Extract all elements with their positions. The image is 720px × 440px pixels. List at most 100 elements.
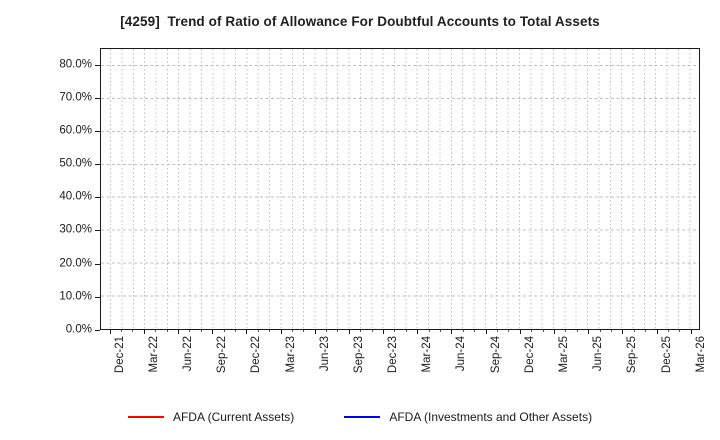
x-tick-label: Dec-21 — [113, 336, 126, 374]
x-minor-tick — [474, 330, 476, 332]
x-tick-label: Mar-24 — [421, 336, 434, 373]
x-minor-tick — [428, 330, 430, 332]
x-minor-tick — [565, 330, 567, 332]
y-tick-label: 20.0% — [59, 256, 92, 269]
x-tick-label: Mar-23 — [284, 336, 297, 373]
x-tick-label: Mar-26 — [694, 336, 707, 373]
x-minor-tick — [576, 330, 578, 332]
y-tick-mark — [95, 330, 100, 331]
x-tick-label: Sep-22 — [216, 336, 229, 374]
x-tick-mark — [622, 330, 624, 334]
x-minor-tick — [166, 330, 168, 332]
x-minor-tick — [371, 330, 373, 332]
y-tick-label: 60.0% — [59, 124, 92, 137]
x-minor-tick — [257, 330, 259, 332]
plot-area — [100, 48, 700, 330]
x-minor-tick — [189, 330, 191, 332]
y-tick-label: 70.0% — [59, 91, 92, 103]
y-tick-mark — [95, 296, 100, 298]
x-tick-mark — [451, 330, 453, 334]
x-minor-tick — [645, 330, 647, 332]
x-minor-tick — [440, 330, 442, 332]
x-minor-tick — [405, 330, 407, 332]
x-tick-mark — [519, 330, 521, 334]
y-tick-label: 40.0% — [59, 190, 92, 203]
y-axis: 0.0% 10.0% 20.0% 30.0% 40.0% 50.0% 60.0% 70.0% 8… — [0, 48, 100, 335]
x-tick-mark — [417, 330, 419, 334]
x-tick-mark — [485, 330, 487, 334]
gridlines — [101, 49, 699, 329]
x-tick-mark — [109, 330, 111, 334]
x-minor-tick — [599, 330, 601, 332]
y-tick-mark — [95, 130, 100, 132]
x-tick-mark — [656, 330, 658, 334]
x-tick-mark — [280, 330, 282, 334]
x-tick-mark — [383, 330, 385, 334]
x-tick-label: Dec-25 — [660, 336, 673, 374]
x-minor-tick — [303, 330, 305, 332]
series-lines — [101, 49, 699, 329]
x-minor-tick — [667, 330, 669, 332]
chart-legend: AFDA (Current Assets) AFDA (Investments a… — [0, 405, 720, 429]
x-tick-label: Jun-23 — [318, 336, 331, 372]
legend-label: AFDA (Investments and Other Assets) — [389, 410, 593, 424]
x-tick-label: Jun-22 — [181, 336, 194, 372]
x-minor-tick — [497, 330, 499, 332]
x-tick-label: Jun-24 — [455, 336, 468, 372]
x-tick-label: Dec-22 — [250, 336, 263, 374]
x-tick-mark — [177, 330, 179, 334]
x-minor-tick — [120, 330, 122, 332]
x-minor-tick — [679, 330, 681, 332]
x-tick-mark — [212, 330, 214, 334]
y-tick-mark — [95, 164, 100, 166]
x-tick-mark — [554, 330, 556, 334]
x-tick-label: Dec-23 — [387, 336, 400, 374]
x-tick-mark — [246, 330, 248, 334]
x-tick-mark — [690, 330, 692, 334]
y-tick-mark — [95, 197, 100, 199]
legend-entry[interactable]: AFDA (Current Assets) — [127, 410, 295, 424]
x-tick-mark — [314, 330, 316, 334]
y-tick-label: 10.0% — [59, 290, 92, 303]
x-minor-tick — [337, 330, 339, 332]
x-minor-tick — [326, 330, 328, 332]
y-tick-label: 0.0% — [65, 323, 92, 336]
x-tick-label: Mar-22 — [147, 336, 160, 373]
y-tick-mark — [95, 97, 100, 99]
x-minor-tick — [542, 330, 544, 332]
x-tick-mark — [588, 330, 590, 334]
x-tick-mark — [348, 330, 350, 334]
x-minor-tick — [269, 330, 271, 332]
x-minor-tick — [155, 330, 157, 332]
x-minor-tick — [132, 330, 134, 332]
y-tick-mark — [95, 230, 100, 232]
x-tick-label: Sep-23 — [352, 336, 365, 374]
x-minor-tick — [360, 330, 362, 332]
x-minor-tick — [610, 330, 612, 332]
x-minor-tick — [508, 330, 510, 332]
x-tick-mark — [143, 330, 145, 334]
x-minor-tick — [633, 330, 635, 332]
chart-title: [4259] Trend of Ratio of Allowance For D… — [120, 14, 600, 29]
legend-entry[interactable]: AFDA (Investments and Other Assets) — [344, 411, 592, 423]
y-tick-label: 50.0% — [59, 157, 92, 170]
x-minor-tick — [234, 330, 236, 332]
legend-line-swatch-icon — [344, 416, 381, 418]
x-minor-tick — [291, 330, 293, 332]
x-minor-tick — [394, 330, 396, 332]
x-tick-label: Sep-24 — [489, 336, 502, 374]
legend-label: AFDA (Current Assets) — [172, 410, 295, 424]
x-tick-label: Dec-24 — [523, 336, 536, 374]
x-minor-tick — [200, 330, 202, 332]
x-tick-label: Jun-25 — [592, 336, 605, 372]
y-tick-label: 30.0% — [59, 223, 92, 236]
y-tick-mark — [95, 263, 100, 265]
x-minor-tick — [223, 330, 225, 332]
x-minor-tick — [531, 330, 533, 332]
x-tick-label: Mar-25 — [558, 336, 571, 373]
y-tick-label: 80.0% — [59, 57, 92, 70]
x-tick-label: Sep-25 — [626, 336, 639, 374]
x-axis: Dec-21 Mar-22 Jun-22 Sep-22 Dec-22 Mar-23 Jun-… — [100, 330, 707, 438]
y-tick-mark — [95, 64, 100, 66]
